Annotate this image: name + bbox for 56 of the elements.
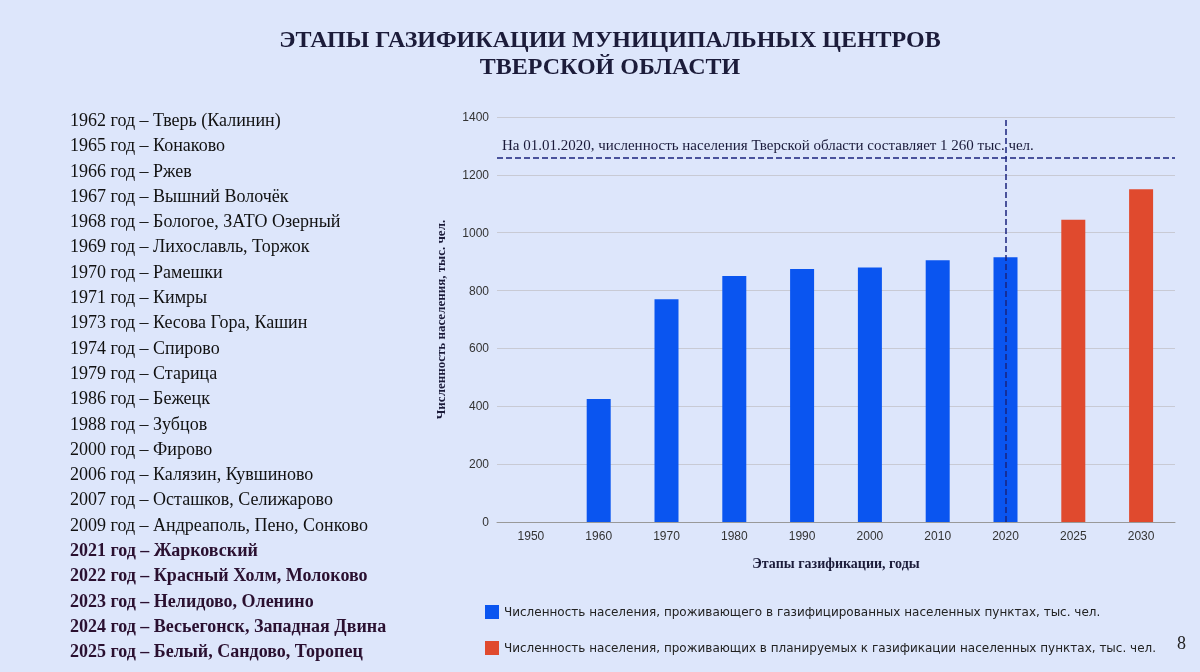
bar (722, 276, 747, 522)
y-tick-label: 1400 (462, 110, 490, 124)
text: 1968 год – Бологое, ЗАТО Озерный (70, 211, 341, 232)
x-tick-label: 1960 (585, 529, 613, 543)
text: 1967 год – Вышний Волочёк (70, 184, 290, 208)
text: 1974 год – Спирово (70, 337, 220, 358)
text: 2023 год – Нелидово, Оленино (70, 589, 315, 613)
text: 2021 год – Жарковский (70, 539, 259, 563)
chart-title: ЭТАПЫ ГАЗИФИКАЦИИ МУНИЦИПАЛЬНЫХ ЦЕНТРОВ ТВЕРСКОЙ ОБЛАСТИ (278, 26, 942, 80)
y-tick-label: 800 (468, 283, 490, 298)
bar (654, 299, 679, 522)
bar (993, 257, 1018, 522)
x-tick-label: 2020 (992, 529, 1020, 543)
y-tick-label: 1000 (462, 225, 490, 240)
text: 2006 год – Калязин, Кувшиново (70, 463, 315, 487)
text: 1986 год – Бежецк (70, 388, 210, 409)
x-tick-label: 1970 (653, 529, 681, 543)
text: 1973 год – Кесова Гора, Кашин (70, 312, 308, 333)
x-tick-label: 1980 (720, 529, 748, 543)
bar (925, 260, 950, 522)
text: 1979 год – Старица (70, 362, 218, 383)
x-axis-title: Этапы газификации, годы (752, 555, 920, 571)
x-tick-label: 2010 (924, 529, 952, 543)
y-tick-label: 400 (468, 399, 490, 414)
x-tick-label: 2000 (856, 529, 884, 543)
bar (1129, 189, 1154, 522)
bar (586, 399, 611, 522)
text: 8 (1177, 633, 1186, 654)
text: 1962 год – Тверь (Калинин) (70, 110, 281, 130)
bar (857, 267, 882, 522)
bar (790, 268, 815, 522)
text: 1965 год – Конаково (70, 134, 226, 158)
y-axis-title: Численность населения, тыс. чел. (433, 219, 448, 420)
x-tick-label: 1950 (517, 529, 545, 543)
bar (1061, 219, 1086, 522)
ref-line-label: На 01.01.2020, численность населения Тверской области составляет 1 260 тыс. чел. (502, 137, 1034, 153)
text: 1969 год – Лихославль, Торжок (70, 236, 310, 257)
text: 2024 год – Весьегонск, Западная Двина (70, 614, 388, 638)
text: 2022 год – Красный Холм, Молоково (70, 564, 369, 588)
text: 2007 год – Осташков, Селижарово (70, 488, 334, 512)
x-tick-label: 1990 (788, 529, 816, 543)
legend-label: Численность населения, проживающего в газифицированных населенных пунктах, тыс. чел. (504, 605, 1101, 619)
legend-label: Численность населения, проживающих в планируемых к газификации населенных пунктах, тыс. чел. (504, 641, 1157, 655)
text: 1988 год – Зубцов (70, 413, 208, 434)
y-tick-label: 200 (468, 457, 490, 472)
y-tick-label: 0 (482, 515, 490, 529)
text: 1966 год – Ржев (70, 160, 192, 181)
x-tick-label: 2030 (1127, 529, 1155, 543)
text: 1970 год – Рамешки (70, 261, 223, 282)
y-tick-label: 600 (468, 341, 490, 356)
y-tick-label: 1200 (462, 167, 490, 182)
text: 2009 год – Андреаполь, Пено, Сонково (70, 513, 369, 537)
text: 2000 год – Фирово (70, 437, 214, 461)
text: 1971 год – Кимры (70, 287, 208, 308)
x-tick-label: 2025 (1059, 529, 1087, 543)
text: 2025 год – Белый, Сандово, Торопец (70, 640, 364, 664)
